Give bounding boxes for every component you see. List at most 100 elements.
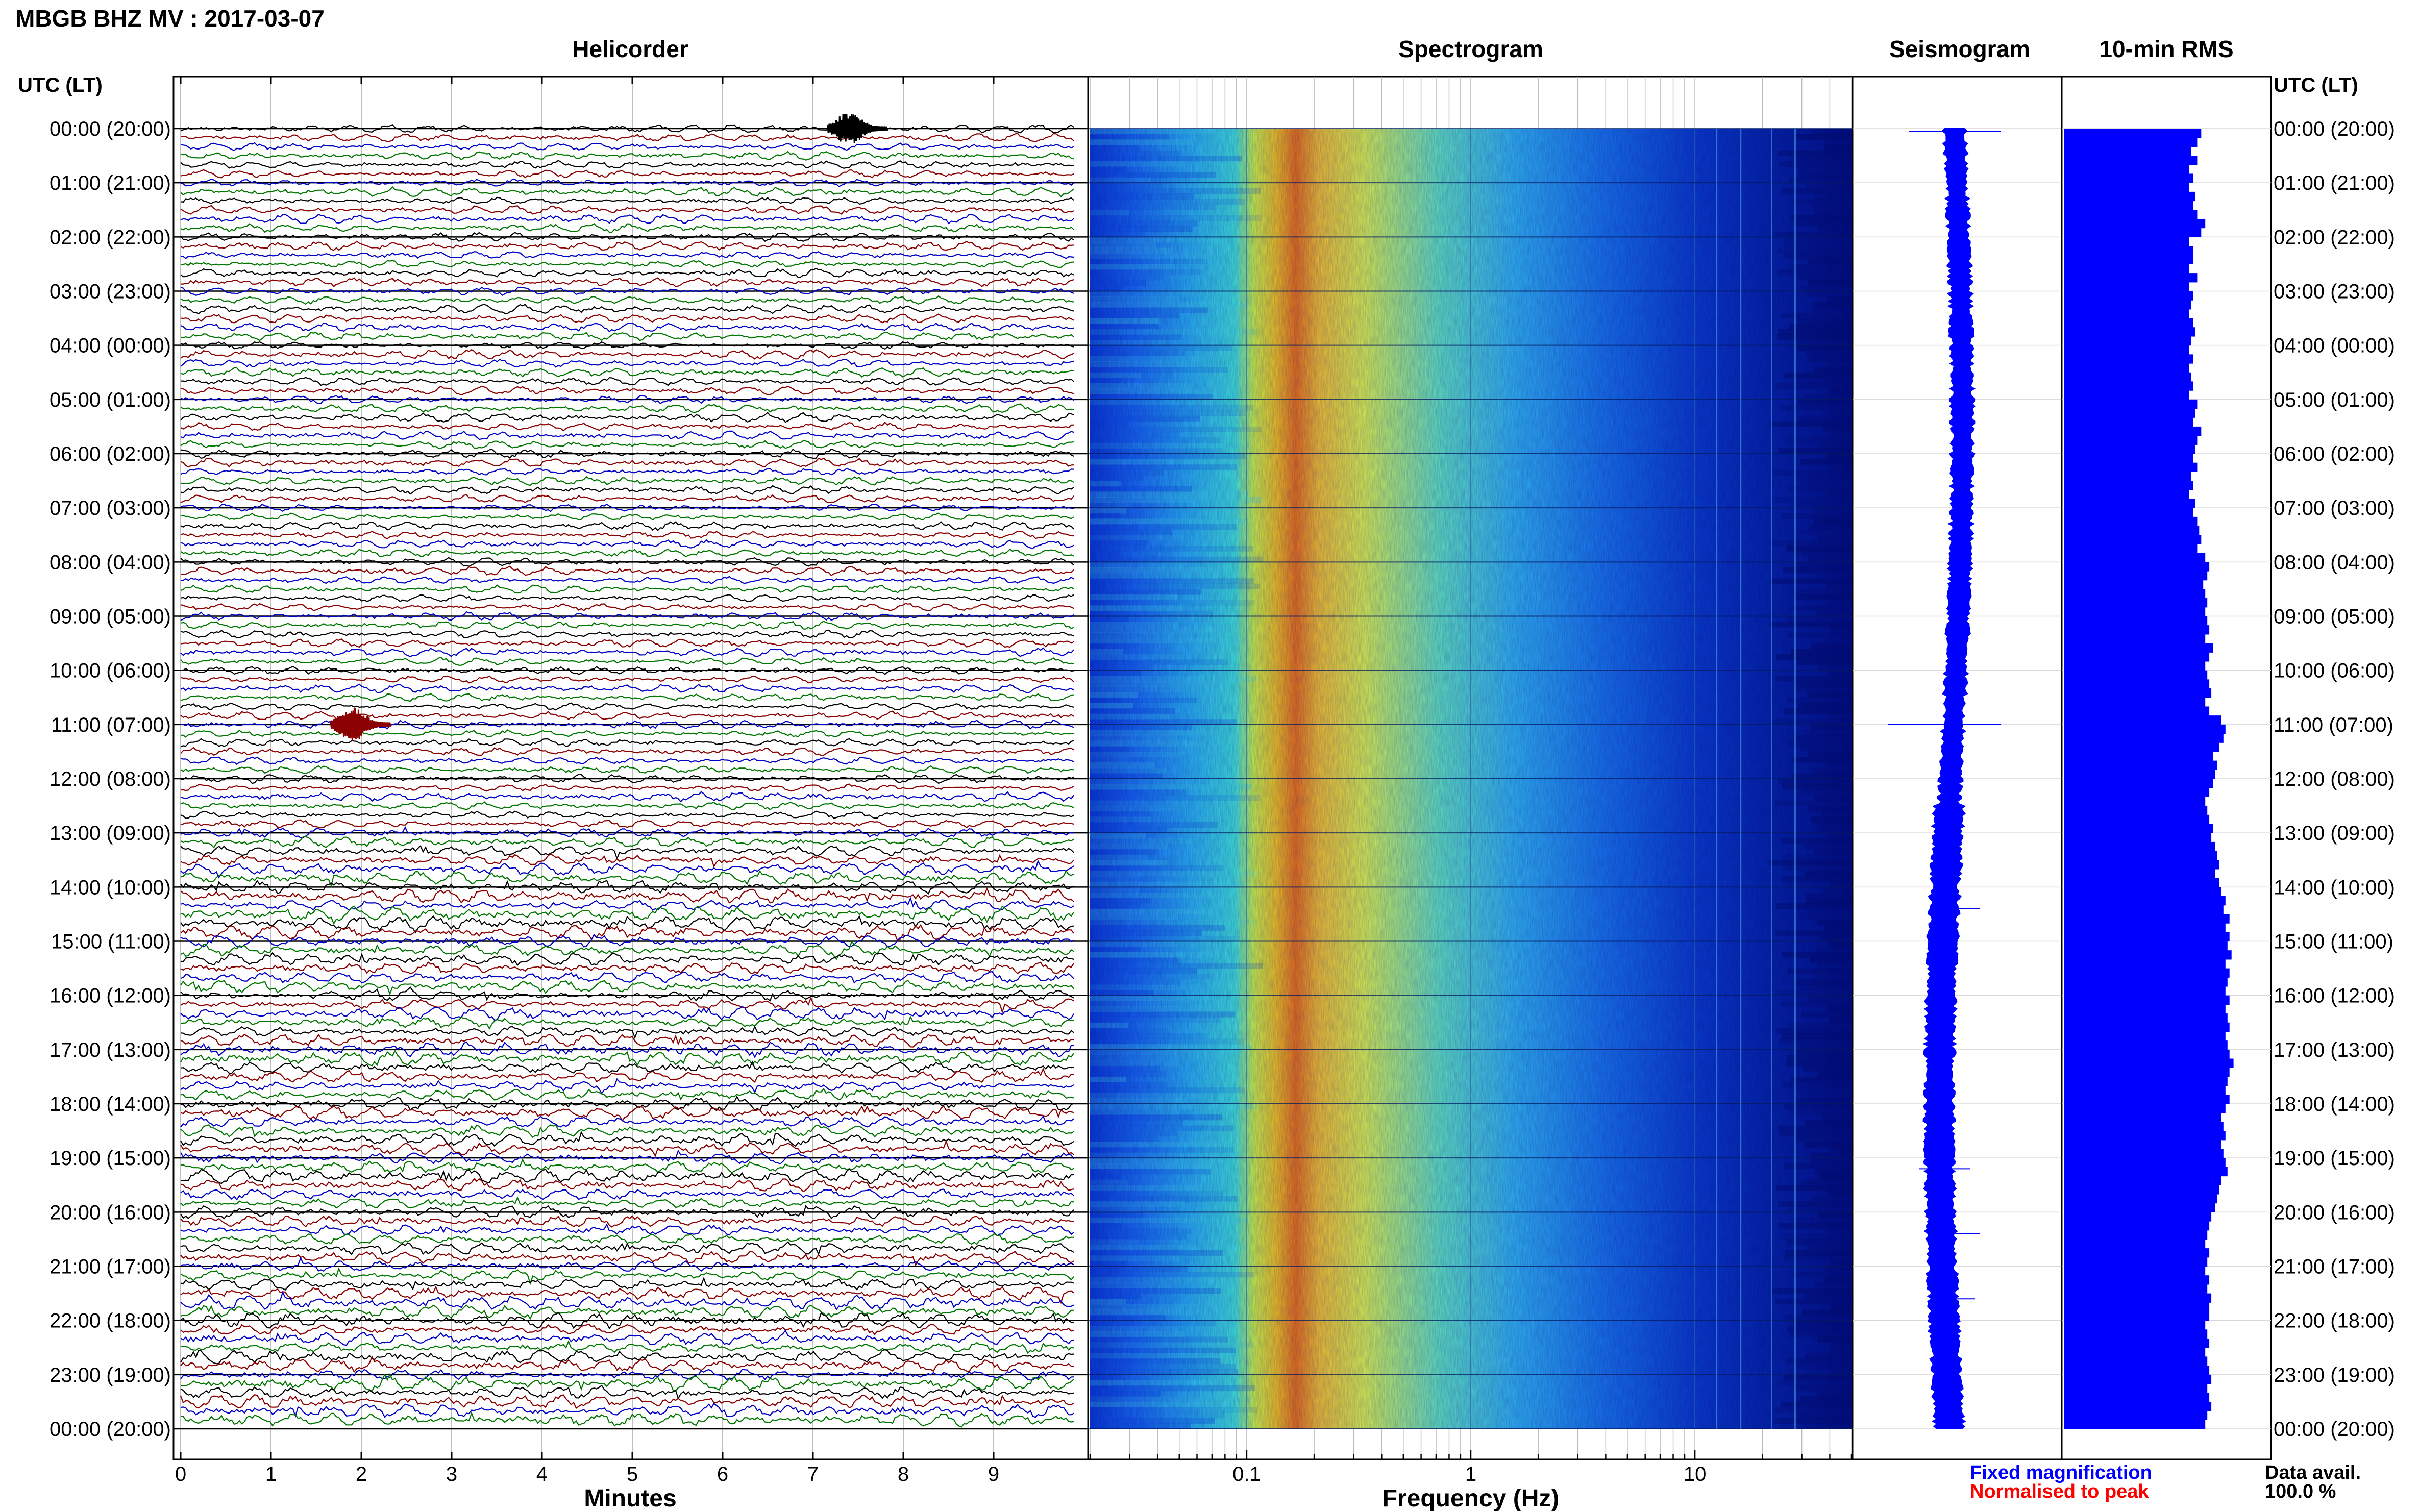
helicorder-trace	[180, 222, 1074, 233]
rms-bar	[2064, 291, 2193, 301]
rms-bar	[2064, 1085, 2226, 1095]
rms-bar	[2064, 318, 2193, 328]
rms-bar	[2064, 1203, 2215, 1212]
rms-bar	[2064, 959, 2226, 969]
helicorder-trace	[180, 1251, 1074, 1267]
helicorder-trace	[180, 693, 1074, 702]
time-labels-right: 00:00 (20:00) 01:00 (21:00) 02:00 (22:00) 0…	[2274, 118, 2395, 1441]
helicorder-trace	[180, 341, 1074, 350]
rms-bar	[2064, 354, 2193, 364]
rms-bar	[2064, 1149, 2224, 1158]
helicorder-trace	[180, 403, 1074, 413]
helicorder-trace	[180, 440, 1074, 449]
helicorder-trace	[180, 791, 1074, 803]
helicorder-trace	[180, 576, 1074, 585]
helicorder-trace	[180, 986, 1074, 1002]
fixed-magnification-note: Fixed magnification	[1970, 1462, 2152, 1483]
helicorder-tick-label: 4	[536, 1463, 548, 1485]
helicorder-trace	[180, 1267, 1074, 1285]
rms-bar	[2064, 896, 2226, 906]
spectrogram-grid	[1088, 77, 1853, 1459]
rms-bar	[2064, 1185, 2219, 1195]
time-label: 08:00 (04:00)	[2274, 551, 2395, 574]
rms-bar	[2064, 1410, 2208, 1420]
helicorder-trace	[180, 349, 1074, 360]
helicorder-trace	[180, 826, 1074, 839]
rms-bars	[2064, 129, 2234, 1429]
rms-bar	[2064, 1366, 2210, 1375]
helicorder-tick-label: 9	[988, 1463, 999, 1485]
rms-bar	[2064, 697, 2206, 707]
rms-bar	[2064, 309, 2189, 319]
helicorder-trace	[180, 385, 1074, 396]
helicorder-traces	[180, 123, 1074, 1428]
helicorder-trace	[180, 240, 1074, 251]
rms-bar	[2064, 724, 2226, 734]
rms-bar	[2064, 1401, 2212, 1411]
data-avail-value: 100.0 %	[2265, 1481, 2336, 1502]
rms-bar	[2064, 472, 2191, 481]
rms-bar	[2064, 201, 2193, 210]
rms-bar	[2064, 1104, 2226, 1113]
helicorder-trace	[180, 169, 1074, 179]
rms-bar	[2064, 137, 2198, 147]
seismogram-trace	[1922, 128, 1976, 1429]
helicorder-trace	[180, 1241, 1074, 1256]
time-label: 12:00 (08:00)	[2274, 768, 2395, 790]
helicorder-trace	[180, 1025, 1074, 1039]
helicorder-trace	[180, 512, 1074, 521]
helicorder-trace	[180, 765, 1074, 774]
helicorder-trace	[180, 1285, 1074, 1304]
helicorder-trace	[180, 611, 1074, 621]
time-label: 06:00 (02:00)	[2274, 443, 2395, 465]
rms-bar	[2064, 336, 2191, 346]
helicorder-trace	[180, 214, 1074, 225]
time-label: 08:00 (04:00)	[50, 551, 171, 574]
time-label: 09:00 (05:00)	[2274, 606, 2395, 628]
rms-bar	[2064, 1049, 2230, 1059]
rms-bar	[2064, 489, 2189, 500]
rms-bar	[2064, 1112, 2221, 1122]
rms-bar	[2064, 986, 2226, 996]
helicorder-trace	[180, 1323, 1074, 1335]
rms-bar	[2064, 787, 2210, 797]
rms-bar	[2064, 1329, 2208, 1339]
rms-bar	[2064, 228, 2202, 237]
time-label: 04:00 (00:00)	[50, 335, 171, 357]
rms-bar	[2064, 1194, 2217, 1204]
rms-bar	[2064, 508, 2193, 517]
helicorder-trace	[180, 530, 1074, 539]
helicorder-trace	[180, 142, 1074, 152]
helicorder-trace	[180, 1223, 1074, 1236]
helicorder-trace	[180, 675, 1074, 684]
rms-bar	[2064, 535, 2202, 544]
helicorder-trace	[180, 313, 1074, 324]
rms-bar	[2064, 1320, 2206, 1330]
time-label: 02:00 (22:00)	[50, 226, 171, 249]
rms-bar	[2064, 634, 2206, 644]
spectrogram-panel: 0.1 1 10	[1087, 76, 1854, 1485]
rms-bar	[2064, 806, 2208, 815]
rms-bar	[2064, 1347, 2206, 1357]
rms-bar	[2064, 824, 2213, 833]
rms-bar	[2064, 1266, 2206, 1276]
time-label: 00:00 (20:00)	[2274, 1418, 2395, 1441]
rms-bar	[2064, 435, 2198, 445]
helicorder-trace	[180, 151, 1074, 161]
helicorder-trace	[180, 683, 1074, 693]
helicorder-trace	[180, 1204, 1074, 1220]
rms-bar	[2064, 255, 2193, 265]
time-label: 07:00 (03:00)	[2274, 497, 2395, 519]
helicorder-trace	[180, 915, 1074, 934]
rms-bar	[2064, 129, 2202, 138]
rms-bar	[2064, 932, 2230, 942]
time-label: 02:00 (22:00)	[2274, 226, 2395, 249]
helicorder-trace	[180, 1304, 1074, 1320]
rms-bar	[2064, 282, 2189, 292]
helicorder-trace	[180, 430, 1074, 440]
helicorder-trace	[180, 629, 1074, 639]
helicorder-trace	[180, 494, 1074, 504]
spectrogram-x-ticks: 0.1 1 10	[1232, 1463, 1706, 1485]
helicorder-trace	[180, 801, 1074, 811]
time-label: 04:00 (00:00)	[2274, 335, 2395, 357]
